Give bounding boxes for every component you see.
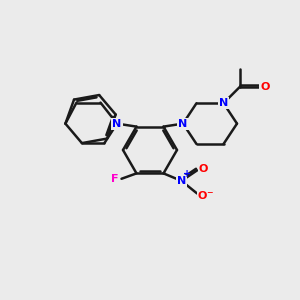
Text: N: N bbox=[112, 118, 122, 129]
Text: F: F bbox=[111, 174, 119, 184]
Text: O: O bbox=[198, 191, 207, 201]
Text: +: + bbox=[183, 169, 191, 179]
Text: N: N bbox=[178, 118, 188, 129]
Text: N: N bbox=[219, 98, 228, 108]
Text: O: O bbox=[260, 82, 270, 92]
Text: ⁻: ⁻ bbox=[206, 189, 213, 203]
Text: O: O bbox=[198, 164, 208, 174]
Text: N: N bbox=[177, 176, 186, 186]
